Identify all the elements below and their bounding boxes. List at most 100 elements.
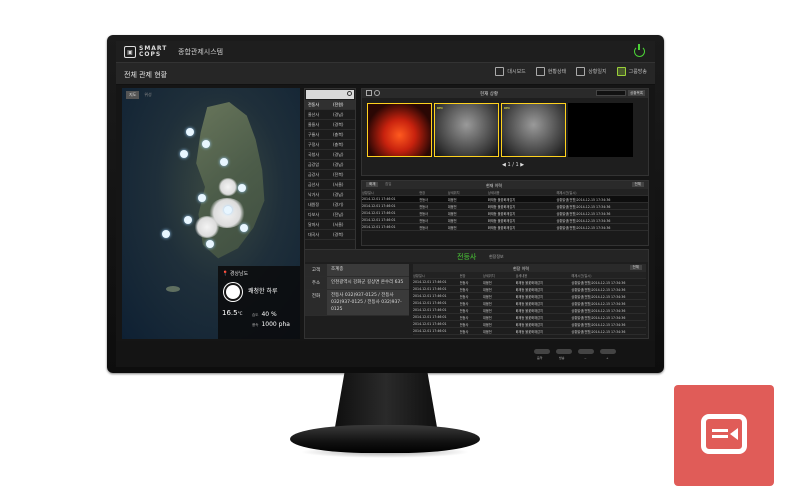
alarm-rows: 상황일시 현장 상세위치 상세내용 해제시간(일시) 2014.12.01 17:46:0… <box>362 189 648 231</box>
alarm-filter-button[interactable]: 전체 <box>631 182 644 187</box>
site-search-input[interactable] <box>306 90 354 99</box>
next-page-icon[interactable]: ▶ <box>520 162 525 168</box>
site-marker-icon[interactable] <box>224 206 232 214</box>
tab-intrusion[interactable]: 침입 <box>385 182 392 186</box>
table-row[interactable]: 2014.12.01 17:46:01 전등사 대웅전 화재등 불꽃화재감지 상황발생(… <box>413 328 646 335</box>
camera-feed-fire[interactable] <box>367 103 432 157</box>
tab-fire[interactable]: 화재 <box>366 182 379 187</box>
table-row[interactable]: 2014.12.01 17:46:01 전등사 대웅전 화재등 불꽃화재감지 상황발생(… <box>413 321 646 328</box>
list-item[interactable]: 낙가사 (경남) <box>305 190 355 200</box>
table-cell: 대웅전 <box>447 225 457 230</box>
site-marker-icon[interactable] <box>202 140 210 148</box>
power-icon[interactable] <box>634 44 645 57</box>
tool-label: 그룹방송 <box>628 69 647 75</box>
list-item[interactable]: 울릉사 (경북) <box>305 120 355 130</box>
prev-page-icon[interactable]: ◀ <box>502 162 506 168</box>
table-row[interactable]: 2014.12.01 17:46:01 전등사 대웅전 화재등 불꽃화재감지 상황발생(… <box>413 300 646 307</box>
info-row-phone: 전화 전등사 032)937-0125 / 전등사 032)937-0125 /… <box>305 290 409 316</box>
volume-down-label: − <box>584 356 587 360</box>
list-item[interactable]: 울산사 (경남) <box>305 110 355 120</box>
table-row[interactable]: 2014.12.01 17:46:01 전등사 대웅전 화재등 불꽃화재감지 상황발생(… <box>362 217 648 224</box>
alarm-history-header: 화재 침입 현재 이력 전체 <box>362 181 648 189</box>
list-item[interactable]: 금선사 (서울) <box>305 180 355 190</box>
search-icon[interactable] <box>347 91 352 96</box>
app-icon-tile[interactable] <box>674 385 774 486</box>
info-value: 전등사 032)937-0125 / 전등사 032)937-0125 / 전등… <box>327 290 409 315</box>
table-cell: 상세내용 <box>515 273 528 278</box>
list-item[interactable]: 금강사 (전북) <box>305 170 355 180</box>
home-icon[interactable] <box>366 90 372 96</box>
site-list: 전동사 (전원) 울산사 (경남) 울릉사 (경북) 구룡사 (충북) 구정사 (충북) 국청사… <box>304 88 356 253</box>
volume-up-button[interactable] <box>600 349 616 354</box>
toolbar: 대시보드 현황상태 상황일지 그룹방송 <box>495 67 647 76</box>
table-row[interactable]: 2014.12.01 17:46:01 전등사 대웅전 화재등 불꽃화재감지 상황발생(… <box>362 210 648 217</box>
facility-info: 고객 조계종 주소 인천광역시 강화군 길상면 온수리 635 전화 전등사 0… <box>305 264 409 316</box>
list-item[interactable]: 다보사 (전남) <box>305 210 355 220</box>
broadcast-label: 방송 <box>559 356 565 360</box>
table-row[interactable]: 2014.12.01 17:46:01 전등사 대웅전 화재등 불꽃화재감지 상황발생(… <box>413 293 646 300</box>
table-cell: 2014.12.01 17:46:01 <box>413 287 447 291</box>
site-marker-icon[interactable] <box>184 216 192 224</box>
table-cell: (경북) <box>333 121 344 127</box>
facility-subtitle: 현장정보 <box>489 254 504 259</box>
tool-broadcast[interactable]: 그룹방송 <box>616 67 647 76</box>
table-cell: 상황발생(전원)2014-12-15 17:34:36 <box>556 211 611 216</box>
table-cell: 2014.12.01 17:46:01 <box>362 218 396 222</box>
pressure-value: 1000 pha <box>261 321 290 328</box>
table-cell: 대웅전 <box>482 322 492 327</box>
site-marker-icon[interactable] <box>206 240 214 248</box>
table-row[interactable]: 2014.12.01 17:46:01 전등사 대웅전 화재등 불꽃화재감지 상황발생(… <box>413 286 646 293</box>
bottom-bar: 음악 방송 − + <box>116 341 655 367</box>
site-history-filter-button[interactable]: 전체 <box>629 265 642 270</box>
tool-status[interactable]: 현황상태 <box>535 67 566 76</box>
list-item[interactable]: 내원정 (경기) <box>305 200 355 210</box>
table-row[interactable]: 2014.12.01 17:46:01 전등사 대웅전 화재등 불꽃화재감지 상황발생(… <box>413 307 646 314</box>
site-marker-icon[interactable] <box>180 150 188 158</box>
tool-log[interactable]: 상황일지 <box>576 67 607 76</box>
site-history-header: 현장 이력 전체 <box>413 264 646 272</box>
table-cell: 화재등 불꽃화재감지 <box>515 280 543 285</box>
site-marker-icon[interactable] <box>162 230 170 238</box>
site-marker-icon[interactable] <box>220 158 228 166</box>
list-item[interactable]: 금강암 (경남) <box>305 160 355 170</box>
camera-feed-empty[interactable] <box>568 103 633 157</box>
camera-feed[interactable]: REC <box>434 103 499 157</box>
tab-satellite[interactable]: 위성 <box>144 92 152 97</box>
list-item[interactable]: 대곡사 (경북) <box>305 230 355 240</box>
weather-stats: 습도 40 % 풍속 1000 pha <box>252 310 290 330</box>
table-cell: 해제시간(일시) <box>571 273 592 278</box>
list-item[interactable]: 달마사 (서울) <box>305 220 355 230</box>
camera-feed[interactable]: REC <box>501 103 566 157</box>
video-select[interactable] <box>596 90 626 96</box>
site-marker-icon[interactable] <box>238 184 246 192</box>
site-marker-icon[interactable] <box>198 194 206 202</box>
satellite-map[interactable]: 지도 위성 📍 경상남도 쾌청한 하루 <box>122 88 300 339</box>
broadcast-button[interactable] <box>556 349 572 354</box>
weather-location: 📍 경상남도 <box>222 271 249 277</box>
table-row[interactable]: 2014.12.01 17:46:01 전등사 대웅전 화재등 불꽃화재감지 상황발생(… <box>413 279 646 286</box>
site-marker-icon[interactable] <box>240 224 248 232</box>
weather-main: 쾌청한 하루 <box>222 282 296 299</box>
list-item[interactable]: 구정사 (충북) <box>305 140 355 150</box>
table-row[interactable]: 2014.12.01 17:46:01 전등사 대웅전 화재등 불꽃화재감지 상황발생(… <box>362 224 648 231</box>
block-icon[interactable] <box>374 90 380 96</box>
list-item[interactable]: 국청사 (경남) <box>305 150 355 160</box>
sun-icon <box>226 285 240 299</box>
situation-list-button[interactable]: 상황목록 <box>628 90 645 96</box>
table-cell: 화재등 불꽃화재감지 <box>515 287 543 292</box>
list-item[interactable]: 구룡사 (충북) <box>305 130 355 140</box>
table-row[interactable]: 2014.12.01 17:46:01 전등사 대웅전 화재등 불꽃화재감지 상황발생(… <box>362 196 648 203</box>
tab-map[interactable]: 지도 <box>126 91 140 99</box>
table-cell: 화재등 불꽃화재감지 <box>487 218 516 223</box>
tool-dashboard[interactable]: 대시보드 <box>495 67 526 76</box>
table-row[interactable]: 2014.12.01 17:46:01 전등사 대웅전 화재등 불꽃화재감지 상황발생(… <box>362 203 648 210</box>
table-cell: 2014.12.01 17:46:01 <box>362 225 396 229</box>
table-cell: 2014.12.01 17:46:01 <box>413 322 447 326</box>
weather-description: 쾌청한 하루 <box>248 288 278 295</box>
volume-down-button[interactable] <box>578 349 594 354</box>
table-row[interactable]: 2014.12.01 17:46:01 전등사 대웅전 화재등 불꽃화재감지 상황발생(… <box>413 314 646 321</box>
table-cell: (경남) <box>333 191 344 197</box>
music-button[interactable] <box>534 349 550 354</box>
site-marker-icon[interactable] <box>186 128 194 136</box>
